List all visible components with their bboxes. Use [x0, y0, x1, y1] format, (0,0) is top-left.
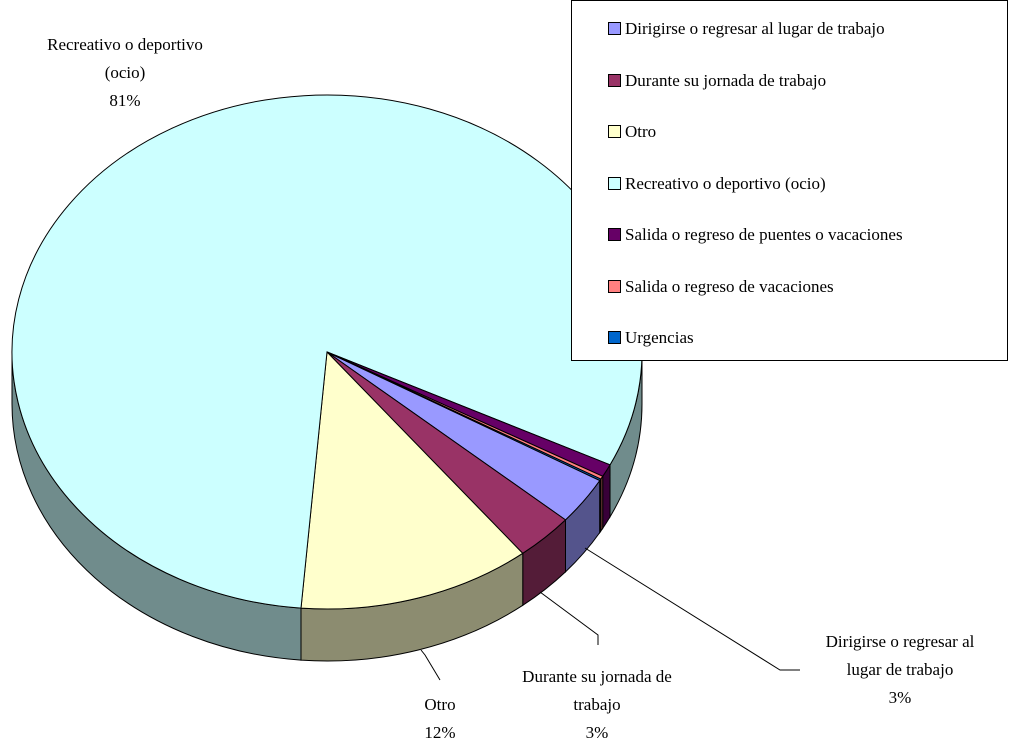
legend-label: Salida o regreso de puentes o vacaciones: [625, 225, 903, 244]
legend-entry: Durante su jornada de trabajo: [608, 71, 826, 91]
legend-entry: Dirigirse o regresar al lugar de trabajo: [608, 19, 885, 39]
legend-entry: Salida o regreso de puentes o vacaciones: [608, 225, 903, 245]
leader-line: [420, 649, 441, 681]
label-category: Durante su jornada de trabajo: [522, 667, 672, 714]
legend-swatch: [608, 125, 621, 138]
label-value: 81%: [109, 91, 141, 110]
legend-entry: Otro: [608, 122, 656, 142]
legend-entry: Recreativo o deportivo (ocio): [608, 174, 826, 194]
label-value: 3%: [888, 688, 912, 707]
legend-entry: Urgencias: [608, 328, 694, 348]
label-category: Recreativo o deportivo (ocio): [47, 35, 203, 82]
label-category: Dirigirse o regresar al lugar de trabajo: [825, 632, 975, 679]
legend-swatch: [608, 279, 621, 293]
data-label: Durante su jornada de trabajo 3%: [507, 663, 687, 747]
legend-label: Salida o regreso de vacaciones: [625, 276, 834, 296]
label-value: 3%: [585, 723, 609, 742]
legend-swatch: [608, 228, 621, 241]
leader-line: [584, 547, 800, 671]
data-label: Recreativo o deportivo (ocio) 81%: [35, 31, 215, 115]
legend-swatch: [608, 22, 621, 35]
legend-swatch: [608, 176, 621, 190]
pie: [11, 94, 643, 662]
slice-top: [326, 351, 602, 482]
legend-swatch: [608, 73, 621, 87]
label-category: Otro: [424, 695, 456, 714]
legend: Dirigirse o regresar al lugar de trabajo…: [571, 0, 1008, 361]
legend-entry: Salida o regreso de vacaciones: [608, 277, 834, 297]
data-label: Otro 12%: [400, 691, 480, 747]
legend-label: Dirigirse o regresar al lugar de trabajo: [625, 19, 885, 38]
slice: [326, 351, 602, 482]
legend-label: Durante su jornada de trabajo: [625, 70, 827, 90]
leader-lines: [420, 547, 800, 681]
leader-line: [539, 591, 599, 645]
data-label: Dirigirse o regresar al lugar de trabajo…: [810, 628, 990, 712]
legend-label: Recreativo o deportivo (ocio): [625, 173, 826, 193]
legend-swatch: [608, 331, 621, 344]
slice-top: [300, 350, 524, 610]
slice-side: [599, 477, 602, 535]
label-value: 12%: [424, 723, 456, 742]
legend-label: Urgencias: [625, 328, 694, 347]
slice: [300, 350, 524, 610]
legend-label: Otro: [625, 122, 657, 141]
